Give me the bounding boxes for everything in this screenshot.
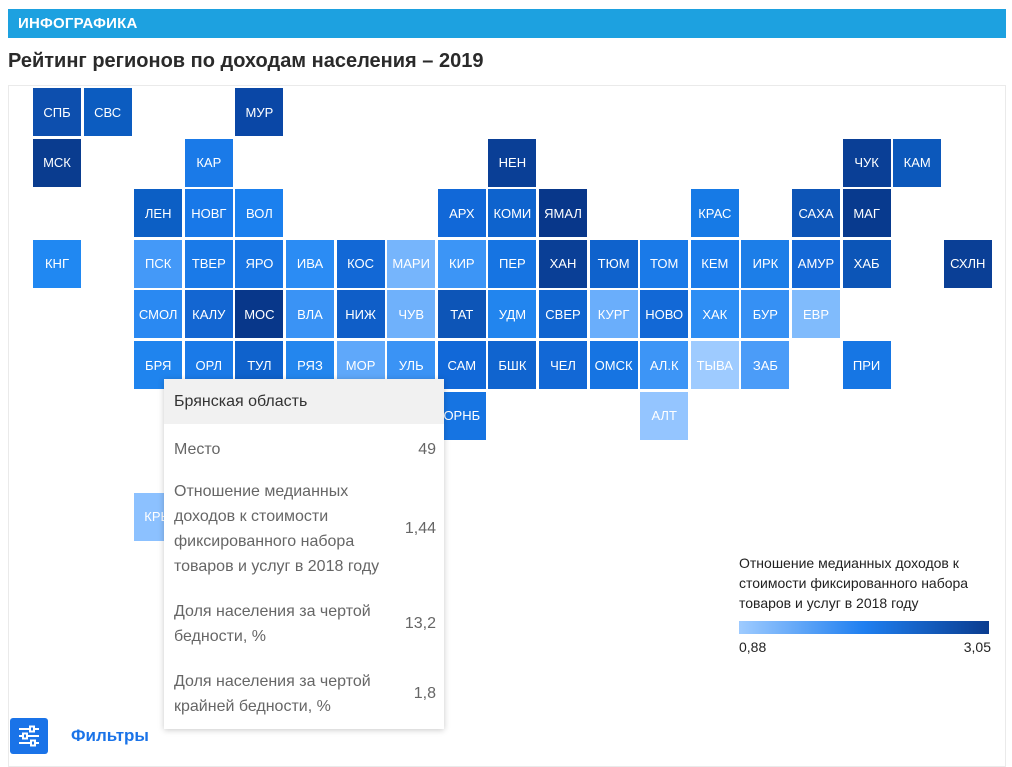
region-tile-кург[interactable]: КУРГ [589, 290, 638, 339]
region-tile-кем[interactable]: КЕМ [690, 239, 739, 288]
page-title: Рейтинг регионов по доходам населения – … [8, 50, 484, 72]
legend-title: Отношение медианных доходов к стоимости … [739, 555, 969, 611]
region-tile-заб[interactable]: ЗАБ [741, 341, 790, 389]
legend-scale: 0,88 3,05 [739, 639, 991, 655]
region-tile-схлн[interactable]: СХЛН [943, 239, 992, 288]
tooltip-label: Место [174, 441, 221, 458]
region-tile-саха[interactable]: САХА [792, 189, 840, 238]
region-tile-калу[interactable]: КАЛУ [184, 290, 233, 339]
region-tile-мур[interactable]: МУР [235, 88, 284, 136]
tooltip-region-name: Брянская область [164, 379, 444, 424]
region-tile-амур[interactable]: АМУР [792, 239, 840, 288]
region-tile-пск[interactable]: ПСК [134, 239, 183, 288]
region-tile-яро[interactable]: ЯРО [235, 239, 284, 288]
region-tile-вла[interactable]: ВЛА [286, 290, 334, 339]
region-tile-хак[interactable]: ХАК [690, 290, 739, 339]
region-tile-ал.к[interactable]: АЛ.К [640, 341, 689, 389]
region-tile-хаб[interactable]: ХАБ [842, 239, 891, 288]
sliders-icon [19, 725, 39, 747]
region-tile-удм[interactable]: УДМ [488, 290, 537, 339]
region-tile-твер[interactable]: ТВЕР [184, 239, 233, 288]
region-tile-том[interactable]: ТОМ [640, 239, 689, 288]
region-tile-бшк[interactable]: БШК [488, 341, 537, 389]
filters-button[interactable] [10, 718, 48, 754]
tooltip-label: Доля населения за чертой крайней бедност… [174, 673, 371, 715]
region-tile-ива[interactable]: ИВА [286, 239, 334, 288]
region-tile-смол[interactable]: СМОЛ [134, 290, 183, 339]
tooltip-label: Отношение медианных доходов к стоимости … [174, 483, 380, 575]
tooltip-row-extreme-poverty: Доля населения за чертой крайней бедност… [174, 669, 436, 719]
region-tile-кам[interactable]: КАМ [893, 138, 942, 187]
region-tile-чук[interactable]: ЧУК [842, 138, 891, 187]
region-tile-кнг[interactable]: КНГ [33, 239, 81, 288]
tooltip-value: 49 [418, 440, 436, 458]
region-tile-мари[interactable]: МАРИ [387, 239, 436, 288]
region-tile-мос[interactable]: МОС [235, 290, 284, 339]
region-tile-ново[interactable]: НОВО [640, 290, 689, 339]
tooltip-value: 1,44 [404, 520, 436, 537]
region-tile-лен[interactable]: ЛЕН [134, 189, 183, 238]
region-tile-хан[interactable]: ХАН [539, 239, 587, 288]
region-tile-маг[interactable]: МАГ [842, 189, 891, 238]
region-tile-спб[interactable]: СПБ [33, 88, 81, 136]
legend-gradient-bar [739, 621, 989, 634]
region-tile-тюм[interactable]: ТЮМ [589, 239, 638, 288]
tooltip-row-income-ratio: Отношение медианных доходов к стоимости … [174, 479, 436, 579]
tooltip-row-place: Место 49 [174, 437, 436, 462]
region-tile-орнб[interactable]: ОРНБ [437, 391, 486, 440]
region-tile-тат[interactable]: ТАТ [437, 290, 486, 339]
region-tile-омск[interactable]: ОМСК [589, 341, 638, 389]
region-tile-свер[interactable]: СВЕР [539, 290, 587, 339]
region-tile-ирк[interactable]: ИРК [741, 239, 790, 288]
region-tile-мск[interactable]: МСК [33, 138, 81, 187]
region-tile-алт[interactable]: АЛТ [640, 391, 689, 440]
region-tile-тыва[interactable]: ТЫВА [690, 341, 739, 389]
tooltip-label: Доля населения за чертой бедности, % [174, 603, 371, 645]
region-tile-кос[interactable]: КОС [336, 239, 385, 288]
region-tile-кар[interactable]: КАР [184, 138, 233, 187]
region-tile-ямал[interactable]: ЯМАЛ [539, 189, 587, 238]
color-legend: Отношение медианных доходов к стоимости … [739, 553, 991, 655]
region-tile-арх[interactable]: АРХ [437, 189, 486, 238]
region-tile-свс[interactable]: СВС [83, 88, 132, 136]
region-tile-ниж[interactable]: НИЖ [336, 290, 385, 339]
region-tile-чув[interactable]: ЧУВ [387, 290, 436, 339]
region-tile-нен[interactable]: НЕН [488, 138, 537, 187]
region-tile-при[interactable]: ПРИ [842, 341, 891, 389]
region-tooltip: Брянская область Место 49 Отношение меди… [164, 379, 444, 729]
region-tile-евр[interactable]: ЕВР [792, 290, 840, 339]
region-tile-коми[interactable]: КОМИ [488, 189, 537, 238]
legend-max: 3,05 [963, 639, 991, 655]
region-tile-вол[interactable]: ВОЛ [235, 189, 284, 238]
region-tile-чел[interactable]: ЧЕЛ [539, 341, 587, 389]
region-tile-бур[interactable]: БУР [741, 290, 790, 339]
region-tile-новг[interactable]: НОВГ [184, 189, 233, 238]
tooltip-row-poverty: Доля населения за чертой бедности, % 13,… [174, 599, 436, 649]
legend-min: 0,88 [739, 639, 767, 655]
tooltip-value: 13,2 [404, 615, 436, 632]
region-tile-сам[interactable]: САМ [437, 341, 486, 389]
region-tile-пер[interactable]: ПЕР [488, 239, 537, 288]
infographic-banner: ИНФОГРАФИКА [8, 9, 1006, 38]
region-tile-крас[interactable]: КРАС [690, 189, 739, 238]
filters-label[interactable]: Фильтры [71, 726, 149, 745]
tooltip-value: 1,8 [413, 685, 436, 702]
region-tile-кир[interactable]: КИР [437, 239, 486, 288]
